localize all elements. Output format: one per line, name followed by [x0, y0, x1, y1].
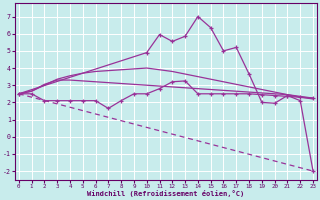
X-axis label: Windchill (Refroidissement éolien,°C): Windchill (Refroidissement éolien,°C) — [87, 190, 244, 197]
